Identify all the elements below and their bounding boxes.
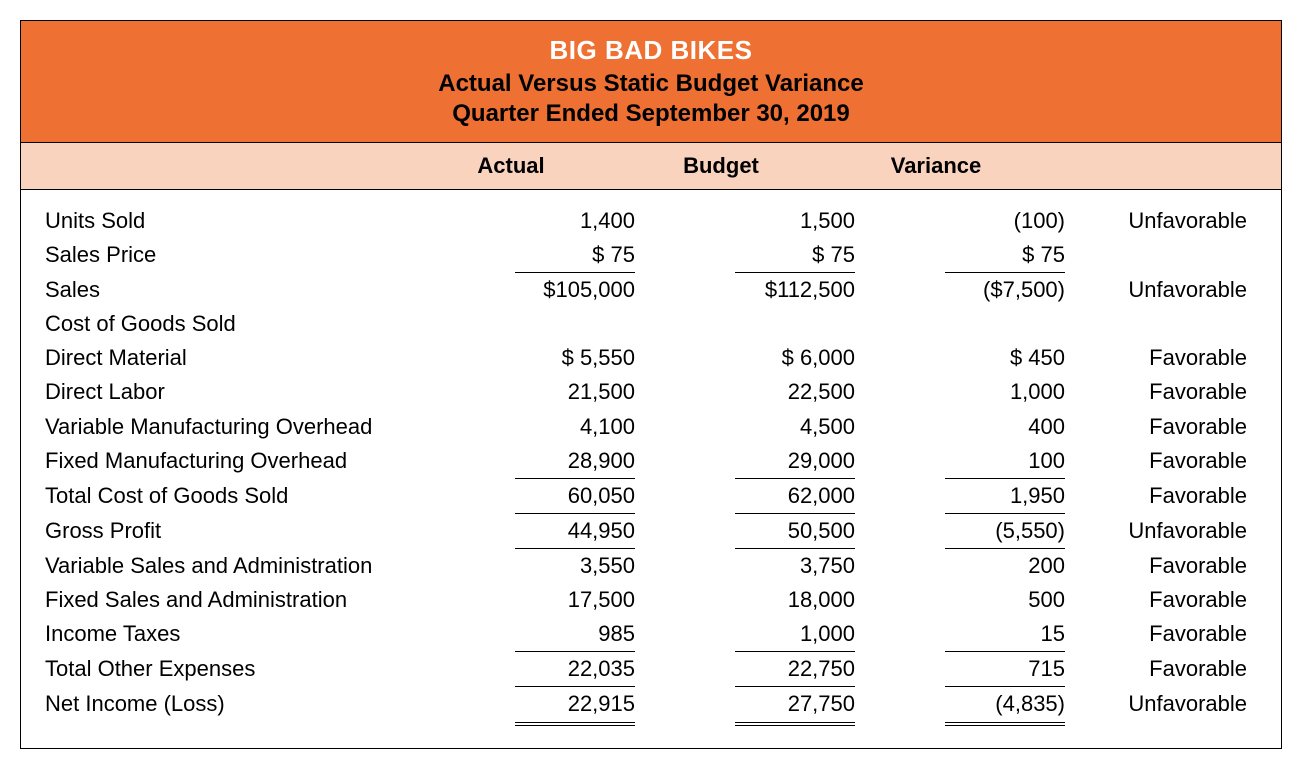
budget: 18,000 — [635, 583, 855, 617]
direction: Favorable — [1065, 444, 1257, 478]
report-subtitle: Actual Versus Static Budget Variance — [21, 70, 1281, 98]
label: Net Income (Loss) — [45, 687, 435, 721]
variance: $ 450 — [855, 341, 1065, 375]
budget: 22,750 — [635, 652, 855, 687]
budget: 27,750 — [635, 687, 855, 726]
company-name: BIG BAD BIKES — [21, 35, 1281, 66]
column-header-variance: Variance — [831, 153, 1041, 179]
actual: 985 — [435, 617, 635, 652]
variance: 200 — [855, 549, 1065, 583]
actual: 28,900 — [435, 444, 635, 479]
variance: 1,000 — [855, 375, 1065, 409]
label: Income Taxes — [45, 617, 435, 651]
column-header-budget: Budget — [611, 153, 831, 179]
actual: $105,000 — [435, 273, 635, 307]
budget: $ 75 — [635, 238, 855, 273]
actual: 22,915 — [435, 687, 635, 726]
variance: $ 75 — [855, 238, 1065, 273]
label: Variable Sales and Administration — [45, 549, 435, 583]
budget: $ 6,000 — [635, 341, 855, 375]
actual: 21,500 — [435, 375, 635, 409]
label: Direct Labor — [45, 375, 435, 409]
budget: 3,750 — [635, 549, 855, 583]
actual: 44,950 — [435, 514, 635, 549]
variance: 15 — [855, 617, 1065, 652]
actual: 3,550 — [435, 549, 635, 583]
label: Fixed Manufacturing Overhead — [45, 444, 435, 478]
actual: $ 75 — [435, 238, 635, 273]
row-fixed-sa: Fixed Sales and Administration 17,500 18… — [45, 583, 1257, 617]
column-header-row: Actual Budget Variance — [21, 143, 1281, 190]
actual: 22,035 — [435, 652, 635, 687]
variance: 400 — [855, 410, 1065, 444]
variance: (100) — [855, 204, 1065, 238]
row-fixed-moh: Fixed Manufacturing Overhead 28,900 29,0… — [45, 444, 1257, 479]
column-header-actual: Actual — [411, 153, 611, 179]
actual: 60,050 — [435, 479, 635, 514]
actual: $ 5,550 — [435, 341, 635, 375]
report-period: Quarter Ended September 30, 2019 — [21, 100, 1281, 128]
row-variable-sa: Variable Sales and Administration 3,550 … — [45, 549, 1257, 583]
label: Sales — [45, 273, 435, 307]
variance: (5,550) — [855, 514, 1065, 549]
variance: ($7,500) — [855, 273, 1065, 307]
direction: Favorable — [1065, 375, 1257, 409]
budget: 62,000 — [635, 479, 855, 514]
direction: Favorable — [1065, 549, 1257, 583]
variance: 100 — [855, 444, 1065, 479]
direction: Favorable — [1065, 479, 1257, 513]
actual: 4,100 — [435, 410, 635, 444]
row-sales-price: Sales Price $ 75 $ 75 $ 75 — [45, 238, 1257, 273]
budget: 4,500 — [635, 410, 855, 444]
budget: 22,500 — [635, 375, 855, 409]
label: Total Cost of Goods Sold — [45, 479, 435, 513]
row-income-taxes: Income Taxes 985 1,000 15 Favorable — [45, 617, 1257, 652]
label: Direct Material — [45, 341, 435, 375]
label: Gross Profit — [45, 514, 435, 548]
row-variable-moh: Variable Manufacturing Overhead 4,100 4,… — [45, 410, 1257, 444]
budget: 1,000 — [635, 617, 855, 652]
budget: 1,500 — [635, 204, 855, 238]
label: Variable Manufacturing Overhead — [45, 410, 435, 444]
variance: 715 — [855, 652, 1065, 687]
direction: Favorable — [1065, 583, 1257, 617]
label: Total Other Expenses — [45, 652, 435, 686]
row-direct-labor: Direct Labor 21,500 22,500 1,000 Favorab… — [45, 375, 1257, 409]
report-title-block: BIG BAD BIKES Actual Versus Static Budge… — [21, 21, 1281, 143]
direction: Unfavorable — [1065, 514, 1257, 548]
row-cogs-header: Cost of Goods Sold — [45, 307, 1257, 341]
row-gross-profit: Gross Profit 44,950 50,500 (5,550) Unfav… — [45, 514, 1257, 549]
actual: 1,400 — [435, 204, 635, 238]
row-net-income: Net Income (Loss) 22,915 27,750 (4,835) … — [45, 687, 1257, 726]
row-sales: Sales $105,000 $112,500 ($7,500) Unfavor… — [45, 273, 1257, 307]
budget: $112,500 — [635, 273, 855, 307]
row-units-sold: Units Sold 1,400 1,500 (100) Unfavorable — [45, 204, 1257, 238]
report-body: Units Sold 1,400 1,500 (100) Unfavorable… — [21, 190, 1281, 748]
label: Fixed Sales and Administration — [45, 583, 435, 617]
variance-report: BIG BAD BIKES Actual Versus Static Budge… — [20, 20, 1282, 749]
row-total-cogs: Total Cost of Goods Sold 60,050 62,000 1… — [45, 479, 1257, 514]
direction: Favorable — [1065, 652, 1257, 686]
budget: 29,000 — [635, 444, 855, 479]
direction: Favorable — [1065, 617, 1257, 651]
direction: Favorable — [1065, 341, 1257, 375]
variance: 1,950 — [855, 479, 1065, 514]
row-total-other: Total Other Expenses 22,035 22,750 715 F… — [45, 652, 1257, 687]
label: Cost of Goods Sold — [45, 307, 435, 341]
direction: Unfavorable — [1065, 273, 1257, 307]
budget: 50,500 — [635, 514, 855, 549]
direction: Unfavorable — [1065, 687, 1257, 721]
variance: (4,835) — [855, 687, 1065, 726]
direction: Unfavorable — [1065, 204, 1257, 238]
variance: 500 — [855, 583, 1065, 617]
actual: 17,500 — [435, 583, 635, 617]
row-direct-material: Direct Material $ 5,550 $ 6,000 $ 450 Fa… — [45, 341, 1257, 375]
label: Units Sold — [45, 204, 435, 238]
label: Sales Price — [45, 238, 435, 272]
direction: Favorable — [1065, 410, 1257, 444]
column-header-blank — [21, 153, 411, 179]
column-header-direction — [1041, 153, 1281, 179]
